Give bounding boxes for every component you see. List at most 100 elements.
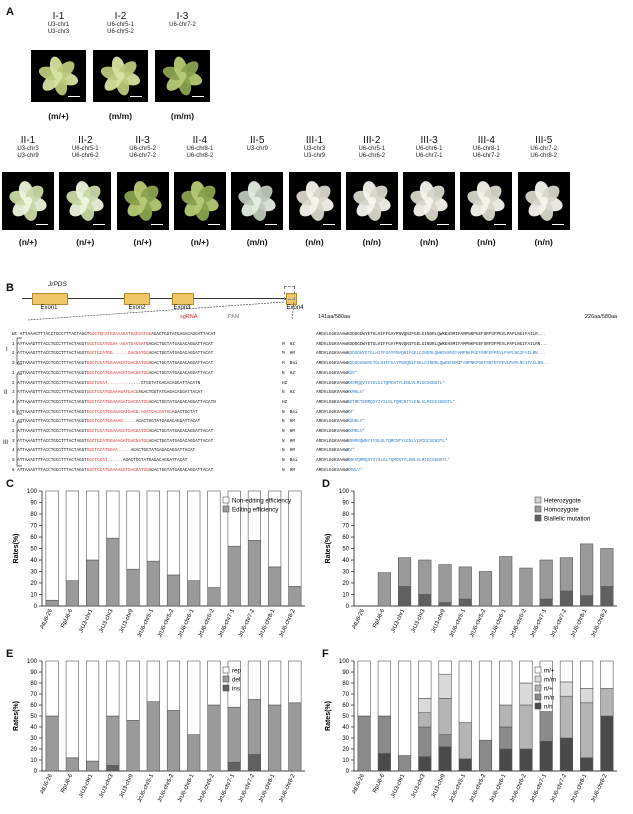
protein-altered: RNLV* (349, 467, 363, 473)
x-tick-label: JrU3-chr9 (431, 608, 447, 634)
bar-segment (106, 490, 120, 539)
protein-sequence-row: ARDVLGGKVAAWKDTMETGMRQSYIYSLGLTQMCNTYLEN… (316, 399, 455, 406)
zygosity-label: N Bai (282, 458, 298, 464)
plant-line-id: III-3 (420, 135, 438, 146)
legend-label: ins (232, 686, 240, 693)
bar-segment (377, 753, 391, 772)
bar-segment (458, 598, 472, 607)
protein-sequence-row: ARDVLGGKVAAWKDDDGDWYETGLHIFFGAYPNVQNIFGE… (316, 341, 548, 348)
legend-swatch (222, 675, 230, 683)
plant-label: III-1 U3-chr3 U3-chr9 (289, 136, 341, 160)
row-id: 3 (12, 361, 18, 367)
bar-segment (288, 660, 302, 704)
bar-segment (207, 490, 221, 588)
leaf-illustration (66, 181, 104, 221)
protein-sequence-row: ARDVLGGKVAAWKRKVQMRQSYIYSLGLTQMCNTYLENLV… (316, 457, 450, 464)
sgrna-label: sgRNA (180, 314, 198, 320)
seq-target: GGCTGCATGGAAAGATGACGATGG (86, 399, 149, 405)
bar-segment (126, 490, 140, 570)
y-tick-label: 90 (30, 670, 37, 676)
zygosity-label: N HM (282, 467, 295, 473)
x-tick-label: JrU6-chr6-2 (197, 773, 215, 803)
row-id: 1 (12, 341, 18, 347)
x-tick-label: JrU3-chr9 (119, 773, 135, 799)
protein-sequence-row: ARDVLGGKVAAWKKMKLV* (316, 389, 365, 396)
legend-label: Non-editing efficiency (232, 498, 292, 505)
seq-target: GGCTGCAT...... (86, 458, 123, 464)
legend-label: m/+ (544, 668, 555, 675)
plant-photo (155, 50, 210, 102)
bar-segment (499, 704, 513, 728)
bar-segment (499, 660, 513, 706)
panel-label-c: C (6, 478, 14, 490)
row-id: 3 (12, 438, 18, 444)
protein-sequence-row: ARDVLGGKVAAWKV* (316, 447, 355, 454)
seq-pre: ATTAAAGTTTACCTGCCTTTACTAGGT (17, 351, 87, 357)
bar-segment (187, 490, 201, 581)
bar-segment (559, 681, 573, 697)
sgrna-combo: U6-chr5-1 (358, 146, 386, 152)
sgrna-combo: U6-chr6-1 (415, 146, 443, 152)
seq-post: AGACTGGTATGAGACAGGATTACATN (148, 399, 216, 405)
sgrna-combo: U6-chr6-2 (71, 153, 99, 159)
protein-sequence-row: ARDVLGGKVAAWKDNKLV* (316, 418, 365, 425)
bar-segment (398, 660, 412, 756)
y-tick-label: 100 (339, 489, 350, 495)
row-id: 2 (12, 429, 18, 434)
bar-segment (418, 712, 432, 728)
protein-conserved: ARDVLGGKVAAWK (316, 438, 350, 444)
y-tick-label: 80 (342, 681, 349, 687)
bar-segment (146, 660, 160, 703)
sgrna-combo: U6-chr7-2 (473, 153, 500, 159)
plant-photo (345, 172, 398, 230)
legend-label: n/n (544, 704, 553, 711)
bar-segment (45, 715, 59, 772)
bar-segment (398, 557, 412, 587)
bar-segment (166, 710, 181, 772)
seq-target: GGCTGCATGGAA-AGATGACGAT (86, 341, 147, 347)
row-id: Wt (12, 332, 20, 337)
sgrna-combo: U6-chr8-1 (473, 146, 500, 152)
seq-post: AGACTGGTATGAGACAGGATTACAT (148, 438, 214, 444)
seq-post: AGACTGGTATGAGACAGGATTACAT (151, 332, 216, 337)
zygosity-label: M HM (282, 351, 295, 357)
bar-segment (438, 746, 452, 772)
zygosity-label: N Bai (282, 409, 298, 415)
dna-sequence-row: 2 ATTAAAGTTTACCTGCCTTTACTAGGTGGCTGCAT...… (12, 380, 200, 387)
seq-target: GGCTGCATGGAAAGATGACGATGG (89, 332, 152, 337)
seq-post: ...CTGGTATGAGACAGGATTACATN (133, 380, 201, 386)
zygosity-label: HZ (282, 380, 288, 386)
y-tick-label: 50 (30, 547, 37, 553)
bar-segment (187, 660, 201, 735)
scale-bar (130, 96, 142, 97)
protein-altered: RKVQMRQSYIYSLGLTQMCNTYLENLVLMIGCSGNSTL* (349, 458, 451, 464)
bar-segment (247, 699, 261, 755)
seq-post: AGACTGGTAT (171, 409, 198, 415)
legend-swatch (534, 505, 542, 513)
sgrna-combo: U6-chr7-1 (415, 153, 443, 159)
bar-segment (519, 567, 533, 607)
leaf-illustration (100, 56, 141, 96)
bar-segment (418, 559, 432, 595)
dna-sequence-row: 4 ATTAAAGTTTACCTGCCTTTACTAGGTGGCTGCATGGA… (12, 447, 195, 454)
y-tick-label: 10 (30, 593, 37, 599)
x-tick-label: JrU6-chr5-2 (469, 608, 487, 638)
row-id: 2 (12, 380, 18, 386)
x-tick-label: AtU6-26 (352, 773, 366, 795)
x-tick-label: JrU6-chr8-1 (570, 773, 588, 803)
seq-pre: ATTAAAGTTTACCTGCCTTTACTAGGT (17, 419, 87, 425)
zygosity-label: HZ (282, 399, 288, 405)
x-tick-label: JrU3-chr3 (410, 608, 426, 634)
bar-segment (398, 755, 412, 772)
sgrna-combo: U6-chr8-2 (186, 153, 214, 159)
exon4-label: Exon4 (286, 305, 304, 311)
x-tick-label: JrU6-chr8-2 (590, 608, 608, 638)
protein-altered: DDGDGDWYETGLHIFFGAYPNVQNIFGELGINDRLQWKEH… (349, 361, 551, 367)
bar-segment (580, 688, 594, 704)
bar-segment (438, 673, 452, 699)
pam-label: PAM (228, 314, 240, 320)
genotype-label: (n/n) (419, 237, 439, 247)
x-tick-label: RpU6-6 (60, 773, 74, 794)
plant-label: I-3 U6-chr7-2 (155, 12, 210, 29)
bar-segment (580, 660, 594, 689)
